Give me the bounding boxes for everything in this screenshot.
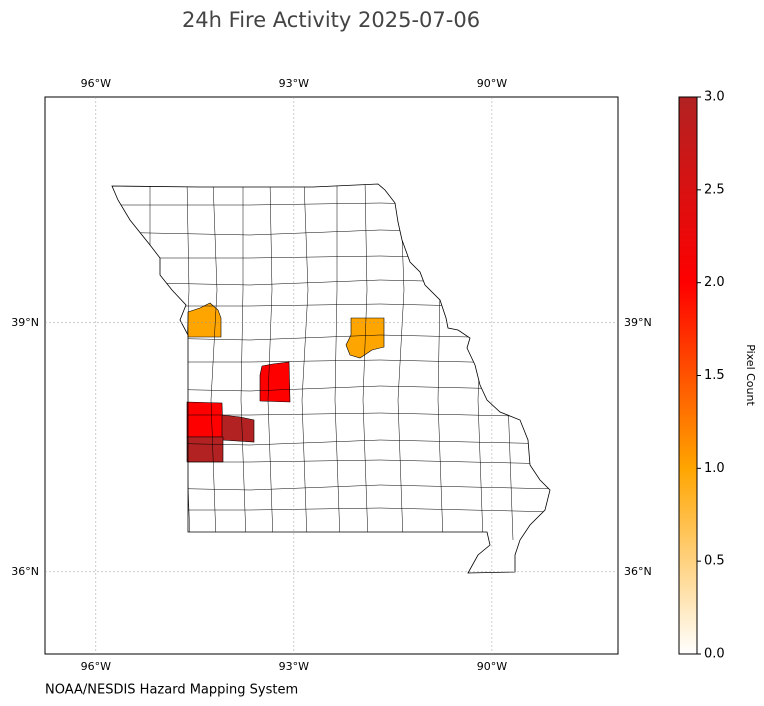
- county-line: [362, 184, 369, 541]
- colorbar-label: Pixel Count: [744, 344, 757, 406]
- y-tick-label: 39°N: [11, 316, 39, 329]
- county-line: [210, 184, 218, 541]
- colorbar-tick-label: 3.0: [704, 90, 725, 105]
- county-line: [334, 184, 341, 541]
- colorbar-tick-label: 2.5: [704, 182, 725, 197]
- chart-title: 24h Fire Activity 2025-07-06: [182, 8, 480, 32]
- fire-county: [186, 436, 224, 463]
- y-tick-label: 36°N: [624, 565, 652, 578]
- x-tick-label: 96°W: [81, 77, 111, 90]
- colorbar-tick-label: 0.5: [704, 554, 725, 569]
- x-tick-label: 90°W: [477, 660, 507, 673]
- x-tick-label: 93°W: [279, 660, 309, 673]
- fire-county: [186, 401, 224, 438]
- state-outline: [111, 183, 551, 574]
- county-line: [267, 184, 274, 541]
- source-credit: NOAA/NESDIS Hazard Mapping System: [45, 683, 298, 698]
- county-line: [301, 184, 309, 541]
- x-tick-label: 90°W: [477, 77, 507, 90]
- state-fill: [112, 184, 550, 573]
- colorbar-tick-label: 1.0: [704, 461, 725, 476]
- map: [111, 183, 551, 574]
- fire-county: [187, 302, 222, 338]
- fire-county: [259, 361, 291, 403]
- fire-county: [345, 317, 385, 359]
- map-frame: [44, 96, 619, 655]
- colorbar-tick-label: 0.0: [704, 647, 725, 662]
- y-tick-label: 39°N: [624, 316, 652, 329]
- fire-county: [221, 414, 255, 443]
- colorbar-tick-label: 2.0: [704, 275, 725, 290]
- y-tick-label: 36°N: [11, 565, 39, 578]
- colorbar-tick-label: 1.5: [704, 368, 725, 383]
- colorbar: [678, 96, 698, 655]
- x-tick-label: 96°W: [81, 660, 111, 673]
- x-tick-label: 93°W: [279, 77, 309, 90]
